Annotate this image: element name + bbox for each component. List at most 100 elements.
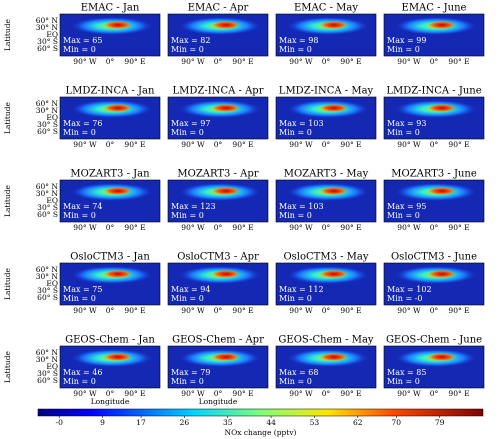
x-tick-label: 90° E: [448, 306, 469, 315]
min-label: Min = 0: [63, 128, 96, 137]
x-tick-label: 0°: [214, 57, 223, 66]
x-tick-label: 90° E: [232, 389, 253, 398]
x-tick-label: 90° W: [397, 140, 421, 149]
x-tick-label: 0°: [430, 140, 439, 149]
max-label: Max = 102: [387, 285, 432, 294]
panel-title: GEOS-Chem - Apr: [172, 335, 264, 346]
x-tick-label: 0°: [214, 223, 223, 232]
panel-title: GEOS-Chem - June: [386, 335, 482, 346]
x-tick-label: 0°: [322, 223, 331, 232]
x-tick-label: 0°: [322, 140, 331, 149]
x-tick-label: 90° E: [340, 140, 361, 149]
map-hotspot: [104, 21, 132, 29]
max-label: Max = 93: [387, 119, 426, 128]
max-label: Max = 82: [171, 36, 210, 45]
min-label: Min = 0: [171, 294, 204, 303]
map-hotspot: [212, 104, 240, 112]
max-label: Max = 68: [279, 368, 318, 377]
map-hotspot: [104, 270, 132, 278]
x-tick-label: 90° W: [181, 223, 205, 232]
x-tick-label: 90° W: [73, 140, 97, 149]
panel-title: OsloCTM3 - Jan: [70, 252, 150, 263]
map-frame: [383, 345, 485, 389]
x-tick-label: 90° W: [181, 57, 205, 66]
x-tick-label: 0°: [430, 389, 439, 398]
panel-title: EMAC - Apr: [188, 3, 249, 14]
max-label: Max = 99: [387, 36, 426, 45]
map-hotspot: [428, 21, 456, 29]
y-tick-label: EQ: [46, 30, 58, 39]
x-tick-label: 90° E: [124, 140, 145, 149]
y-tick-label: 60° S: [37, 127, 58, 136]
map-hotspot: [212, 270, 240, 278]
x-tick-label: 90° W: [289, 57, 313, 66]
max-label: Max = 85: [387, 368, 426, 377]
y-tick-label: 60° N: [36, 99, 59, 108]
x-tick-label: 90° E: [124, 306, 145, 315]
min-label: Min = 0: [387, 45, 420, 54]
map-frame: [275, 179, 377, 223]
x-tick-label: 0°: [106, 140, 115, 149]
panel-title: OsloCTM3 - June: [391, 252, 477, 263]
map-frame: [167, 262, 269, 306]
min-label: Min = 0: [63, 294, 96, 303]
y-tick-label: 30° N: [36, 355, 59, 364]
y-axis-label: Latitude: [3, 350, 12, 383]
map-frame: [167, 345, 269, 389]
colorbar-tick-label: 17: [136, 418, 146, 427]
x-tick-label: 0°: [322, 306, 331, 315]
max-label: Max = 74: [63, 202, 102, 211]
panel-title: MOZART3 - Jan: [70, 169, 150, 180]
x-tick-label: 90° E: [124, 389, 145, 398]
y-tick-label: EQ: [46, 279, 58, 288]
x-tick-label: 90° W: [181, 389, 205, 398]
max-label: Max = 103: [279, 202, 324, 211]
min-label: Min = 0: [63, 211, 96, 220]
map-frame: [275, 262, 377, 306]
x-tick-label: 0°: [322, 389, 331, 398]
x-tick-label: 90° W: [289, 389, 313, 398]
map-hotspot: [104, 187, 132, 195]
map-hotspot: [212, 353, 240, 361]
map-hotspot: [320, 270, 348, 278]
colorbar-tick-label: 44: [266, 418, 276, 427]
panel-title: LMDZ-INCA - May: [279, 86, 374, 97]
x-tick-label: 90° W: [73, 57, 97, 66]
panel-title: LMDZ-INCA - Apr: [173, 86, 264, 97]
min-label: Min = 0: [63, 45, 96, 54]
panel-title: GEOS-Chem - Jan: [65, 335, 155, 346]
colorbar: [37, 408, 484, 417]
x-tick-label: 90° W: [397, 223, 421, 232]
y-tick-label: EQ: [46, 362, 58, 371]
max-label: Max = 123: [171, 202, 216, 211]
panel-title: LMDZ-INCA - June: [386, 86, 481, 97]
map-frame: [59, 96, 161, 140]
y-axis-label: Latitude: [3, 101, 12, 134]
map-hotspot: [320, 353, 348, 361]
x-tick-label: 90° E: [448, 140, 469, 149]
max-label: Max = 112: [279, 285, 324, 294]
x-tick-label: 90° W: [73, 306, 97, 315]
colorbar-label: NOx change (pptv): [225, 428, 297, 437]
y-tick-label: 60° N: [36, 182, 59, 191]
x-tick-label: 90° E: [448, 57, 469, 66]
y-tick-label: 30° N: [36, 23, 59, 32]
map-hotspot: [320, 21, 348, 29]
min-label: Min = 0: [279, 45, 312, 54]
x-tick-label: 90° E: [232, 223, 253, 232]
x-tick-label: 0°: [214, 140, 223, 149]
min-label: Min = 0: [387, 377, 420, 386]
x-tick-label: 90° W: [73, 223, 97, 232]
map-hotspot: [428, 187, 456, 195]
map-frame: [275, 345, 377, 389]
x-tick-label: 90° E: [232, 306, 253, 315]
x-tick-label: 90° W: [289, 140, 313, 149]
colorbar-tick-label: 35: [223, 418, 233, 427]
x-tick-label: 0°: [430, 306, 439, 315]
y-tick-label: 30° N: [36, 272, 59, 281]
x-tick-label: 0°: [430, 57, 439, 66]
x-tick-label: 90° E: [448, 223, 469, 232]
x-tick-label: 90° E: [340, 306, 361, 315]
map-frame: [383, 96, 485, 140]
